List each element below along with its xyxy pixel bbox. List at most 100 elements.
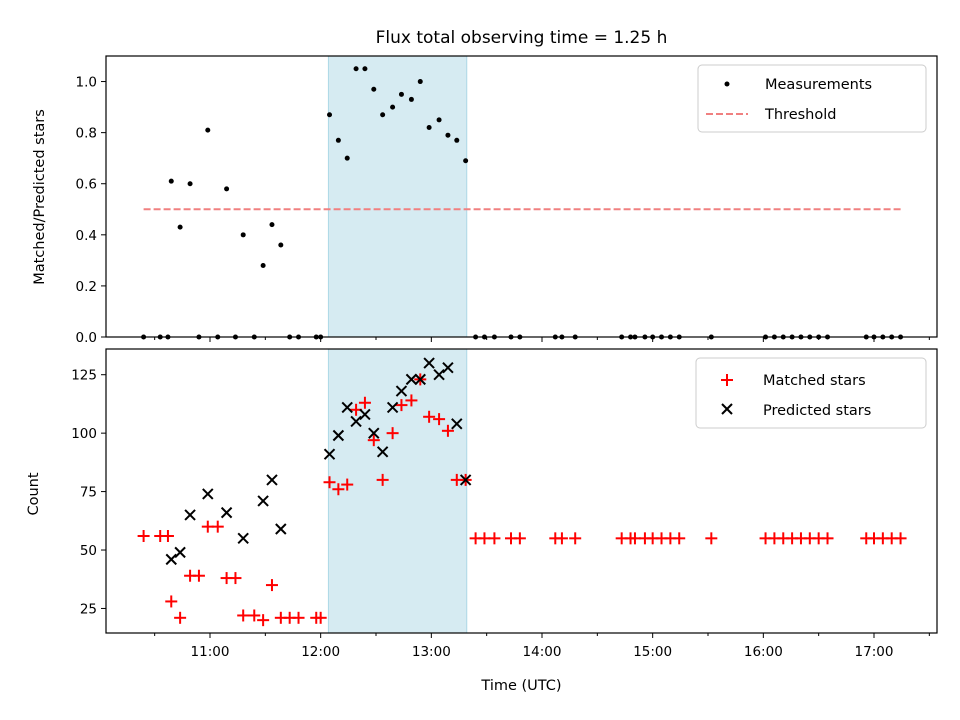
measurement-point xyxy=(380,112,386,118)
predicted-star-point xyxy=(202,488,214,500)
predicted-star-point xyxy=(174,546,186,559)
legend-threshold-label: Threshold xyxy=(764,107,836,123)
predicted-star-point xyxy=(459,474,472,486)
predicted-star-point xyxy=(368,427,380,439)
predicted-star-point xyxy=(451,418,463,430)
measurement-point xyxy=(408,96,414,102)
predicted-star-point xyxy=(275,523,287,535)
top-y-tick-label: 0.8 xyxy=(76,126,97,142)
x-tick-label: 16:00 xyxy=(744,644,783,660)
predicted-star-point xyxy=(332,429,345,442)
matched-star-point xyxy=(821,532,834,545)
bottom-y-tick-label: 25 xyxy=(80,601,97,617)
measurement-point xyxy=(335,137,341,143)
matched-star-point xyxy=(441,424,454,437)
predicted-star-point xyxy=(395,385,408,397)
predicted-star-point xyxy=(386,401,399,414)
matched-star-point xyxy=(488,532,501,545)
measurement-point xyxy=(240,232,246,238)
matched-star-point xyxy=(386,427,399,440)
matched-star-point xyxy=(423,410,436,423)
top-x-ticks xyxy=(154,337,930,342)
matched-star-point xyxy=(569,532,582,545)
top-shaded-region xyxy=(327,55,468,338)
matched-star-point xyxy=(705,532,718,545)
matched-star-point xyxy=(395,399,408,412)
measurement-point xyxy=(390,104,396,110)
x-tick-label: 11:00 xyxy=(191,644,230,660)
matched-star-point xyxy=(314,611,327,624)
matched-star-point xyxy=(405,394,418,407)
predicted-star-point xyxy=(323,448,336,460)
measurement-point xyxy=(168,178,174,184)
legend-matched-marker xyxy=(721,374,733,386)
series-predicted-stars xyxy=(165,357,472,566)
matched-star-point xyxy=(229,572,242,585)
legend-measurements-marker xyxy=(724,81,730,87)
x-tick-label: 15:00 xyxy=(633,644,672,660)
bottom-legend-frame xyxy=(695,357,927,429)
x-tick-label: 14:00 xyxy=(523,644,562,660)
x-tick-label: 13:00 xyxy=(412,644,451,660)
top-y-ticks: 0.0 0.2 0.4 0.6 0.8 1.0 xyxy=(76,75,106,346)
matched-star-point xyxy=(292,611,305,624)
matched-star-point xyxy=(165,595,178,608)
matched-star-point xyxy=(673,532,686,545)
predicted-star-point xyxy=(442,361,454,374)
predicted-star-point xyxy=(423,357,435,369)
predicted-star-point xyxy=(237,532,249,545)
measurement-point xyxy=(398,91,404,97)
measurement-point xyxy=(417,79,423,85)
predicted-star-point xyxy=(350,415,362,428)
legend-matched-label: Matched stars xyxy=(763,373,866,389)
matched-star-point xyxy=(513,532,526,545)
top-legend: Measurements Threshold xyxy=(697,64,927,133)
x-tick-label: 17:00 xyxy=(855,644,894,660)
matched-star-point xyxy=(323,476,336,489)
matched-star-point xyxy=(894,532,907,545)
measurement-point xyxy=(224,186,230,192)
chart-title: Flux total observing time = 1.25 h xyxy=(376,28,668,48)
matched-star-point xyxy=(265,579,278,592)
predicted-star-point xyxy=(220,506,233,519)
bottom-y-tick-label: 100 xyxy=(71,426,97,442)
top-legend-frame xyxy=(697,64,927,133)
matched-star-point xyxy=(161,529,174,542)
matched-star-point xyxy=(137,529,150,542)
predicted-star-point xyxy=(266,474,278,486)
bottom-series-layer xyxy=(137,357,907,627)
measurement-point xyxy=(426,125,432,131)
measurement-point xyxy=(205,127,211,133)
matched-star-point xyxy=(367,434,380,447)
matched-star-point xyxy=(433,413,446,426)
measurement-point xyxy=(463,158,469,164)
measurement-point xyxy=(260,262,266,268)
measurement-point xyxy=(177,224,183,230)
top-y-tick-label: 1.0 xyxy=(76,75,97,91)
predicted-star-point xyxy=(257,495,269,507)
legend-predicted-label: Predicted stars xyxy=(763,403,871,419)
bottom-x-ticks: 11:00 12:00 13:00 14:00 15:00 16:00 17:00 xyxy=(154,633,930,660)
top-y-axis-label: Matched/Predicted stars xyxy=(32,109,48,285)
matched-star-point xyxy=(358,396,371,409)
matched-star-point xyxy=(555,532,568,545)
bottom-y-axis-label: Count xyxy=(26,472,42,515)
measurement-point xyxy=(278,242,284,248)
top-y-tick-label: 0.4 xyxy=(76,228,97,244)
measurement-point xyxy=(362,66,368,72)
matched-star-point xyxy=(257,614,270,627)
measurement-point xyxy=(269,222,275,228)
matched-star-point xyxy=(248,609,261,622)
legend-measurements-label: Measurements xyxy=(765,77,872,93)
measurement-point xyxy=(454,137,460,143)
bottom-axes-frame xyxy=(105,348,938,634)
predicted-star-point xyxy=(376,446,389,458)
predicted-star-point xyxy=(359,408,371,421)
matched-star-point xyxy=(192,569,205,582)
predicted-star-point xyxy=(184,509,196,521)
bottom-y-ticks: 25 50 75 100 125 xyxy=(71,368,106,617)
top-y-tick-label: 0.0 xyxy=(76,330,97,346)
measurement-point xyxy=(353,66,359,72)
top-y-tick-label: 0.6 xyxy=(76,177,97,193)
